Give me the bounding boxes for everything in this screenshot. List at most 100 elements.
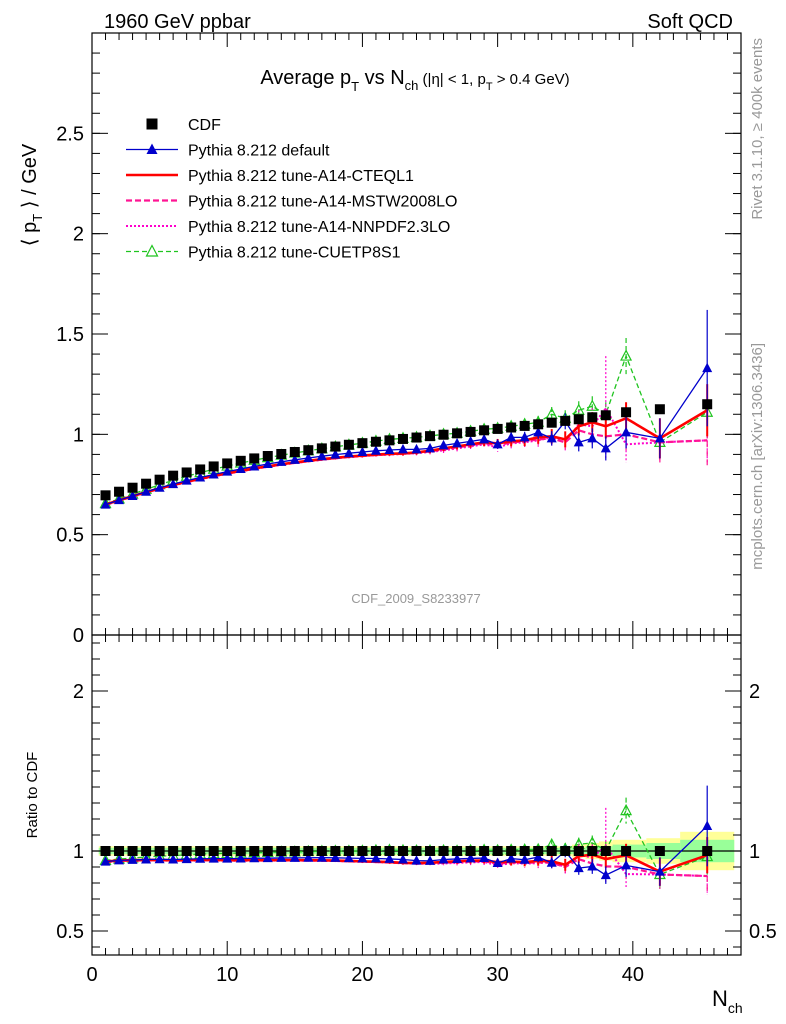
data-point bbox=[506, 422, 517, 433]
series-cdf bbox=[100, 846, 713, 856]
data-point bbox=[452, 853, 463, 863]
data-point bbox=[573, 414, 584, 425]
data-point bbox=[702, 362, 713, 373]
y-tick-label: 2 bbox=[73, 681, 84, 703]
data-point bbox=[127, 490, 138, 500]
rivet-version-label: Rivet 3.1.10, ≥ 400k events bbox=[749, 38, 766, 220]
data-point bbox=[620, 803, 633, 816]
data-point bbox=[397, 443, 408, 454]
data-point bbox=[276, 852, 287, 862]
data-point bbox=[195, 846, 206, 856]
data-point bbox=[492, 438, 503, 449]
data-point bbox=[262, 846, 273, 856]
main-ylabel-b: ⟩ / GeV bbox=[19, 143, 41, 214]
plot-title-cuts-sub: T bbox=[486, 81, 493, 93]
data-point bbox=[465, 426, 476, 437]
data-point bbox=[397, 854, 408, 864]
data-point bbox=[222, 458, 233, 469]
series-default bbox=[100, 309, 713, 509]
data-point bbox=[702, 820, 713, 830]
series-cteql1 bbox=[104, 384, 709, 506]
data-point bbox=[587, 846, 598, 856]
data-point bbox=[370, 445, 381, 455]
data-point bbox=[621, 846, 632, 856]
data-point bbox=[276, 456, 287, 466]
x-tick-label: 0 bbox=[86, 964, 97, 986]
data-point bbox=[370, 436, 381, 447]
data-point bbox=[533, 846, 544, 856]
data-point bbox=[620, 349, 633, 361]
header-left: 1960 GeV ppbar bbox=[104, 11, 251, 33]
y-tick-label: 0.5 bbox=[56, 525, 84, 547]
ratio-series-group bbox=[99, 785, 714, 895]
data-point bbox=[127, 854, 138, 864]
data-point bbox=[587, 412, 598, 423]
data-point bbox=[249, 453, 260, 464]
y-tick-label: 0 bbox=[73, 625, 84, 647]
data-point bbox=[222, 466, 233, 476]
data-point bbox=[235, 846, 246, 856]
y-tick-label-right: 2 bbox=[749, 681, 760, 703]
data-point bbox=[154, 482, 165, 492]
data-point bbox=[573, 846, 584, 856]
data-point bbox=[303, 445, 314, 456]
data-point bbox=[425, 442, 436, 453]
data-point bbox=[600, 846, 611, 856]
data-point bbox=[654, 846, 665, 856]
main-ylabel-sub: T bbox=[30, 214, 45, 222]
data-point bbox=[492, 423, 503, 434]
data-point bbox=[289, 446, 300, 457]
data-point bbox=[411, 432, 422, 443]
y-tick-label: 0.5 bbox=[56, 921, 84, 943]
data-point bbox=[330, 449, 341, 459]
y-tick-label: 1 bbox=[73, 841, 84, 863]
data-point bbox=[289, 846, 300, 856]
xlabel-sub: ch bbox=[728, 1000, 743, 1016]
data-point bbox=[573, 862, 584, 873]
data-point bbox=[262, 458, 273, 469]
data-point bbox=[438, 846, 449, 856]
x-tick-label: 40 bbox=[622, 964, 644, 986]
data-point bbox=[114, 494, 125, 505]
data-point bbox=[316, 450, 327, 461]
data-point bbox=[546, 857, 557, 867]
data-point bbox=[519, 846, 530, 856]
data-point bbox=[479, 425, 490, 436]
data-point bbox=[114, 486, 125, 497]
data-point bbox=[222, 846, 233, 856]
main-panel: 0 0.5 1 1.5 2 2.5 bbox=[56, 32, 742, 647]
data-point bbox=[181, 853, 192, 864]
data-point bbox=[249, 460, 260, 471]
data-point bbox=[289, 852, 300, 862]
data-point bbox=[249, 852, 260, 863]
data-point bbox=[303, 846, 314, 856]
data-point bbox=[506, 846, 517, 856]
data-point bbox=[181, 846, 192, 856]
data-point bbox=[222, 853, 233, 863]
plot-title-cuts-b: > 0.4 GeV) bbox=[493, 71, 570, 88]
legend-marker bbox=[146, 118, 158, 130]
data-point bbox=[546, 417, 557, 428]
data-point bbox=[479, 433, 490, 444]
x-tick-label: 20 bbox=[351, 964, 373, 986]
legend-entry-mstw: Pythia 8.212 tune-A14-MSTW2008LO bbox=[126, 194, 457, 211]
data-point bbox=[208, 461, 219, 472]
data-point bbox=[519, 420, 530, 431]
data-point bbox=[465, 435, 476, 446]
data-point bbox=[533, 426, 544, 437]
series-nnpdf bbox=[104, 356, 708, 506]
data-point bbox=[519, 431, 530, 442]
data-point bbox=[262, 451, 273, 462]
data-point bbox=[370, 846, 381, 856]
data-point bbox=[546, 846, 557, 856]
data-point bbox=[492, 846, 503, 856]
header-right: Soft QCD bbox=[647, 11, 733, 33]
data-point bbox=[195, 464, 206, 475]
data-point bbox=[465, 846, 476, 856]
legend-entry-cdf: CDF bbox=[146, 117, 221, 134]
main-ylabel: ⟨ pT ⟩ / GeV bbox=[19, 143, 45, 246]
data-point bbox=[600, 869, 611, 880]
data-point bbox=[411, 443, 422, 454]
data-point bbox=[208, 846, 219, 856]
data-point bbox=[411, 846, 422, 856]
